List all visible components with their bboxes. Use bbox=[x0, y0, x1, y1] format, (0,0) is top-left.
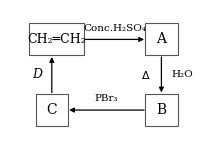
FancyBboxPatch shape bbox=[36, 94, 68, 126]
Text: PBr₃: PBr₃ bbox=[95, 94, 118, 103]
Text: H₂O: H₂O bbox=[171, 70, 193, 79]
FancyBboxPatch shape bbox=[29, 23, 84, 55]
Text: CH₂═CH₂: CH₂═CH₂ bbox=[27, 33, 86, 46]
FancyBboxPatch shape bbox=[145, 94, 178, 126]
Text: B: B bbox=[156, 103, 166, 117]
Text: $\Delta$: $\Delta$ bbox=[141, 69, 150, 81]
Text: A: A bbox=[156, 32, 166, 46]
Text: D: D bbox=[32, 68, 42, 81]
Text: C: C bbox=[46, 103, 57, 117]
Text: Conc.H₂SO₄: Conc.H₂SO₄ bbox=[83, 24, 146, 33]
FancyBboxPatch shape bbox=[145, 23, 178, 55]
